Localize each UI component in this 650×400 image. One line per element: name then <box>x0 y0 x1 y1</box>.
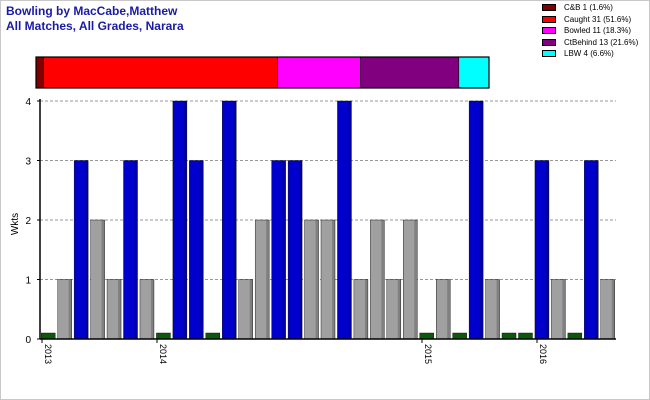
stack-segment-ctbehind <box>360 56 460 89</box>
legend-label-ctbehind: CtBehind 13 (21.6%) <box>564 37 639 47</box>
y-tick-label: 0 <box>25 335 31 346</box>
legend-swatch-bowled <box>542 27 556 34</box>
bar <box>452 332 467 340</box>
bar-shade <box>447 279 451 339</box>
bar-shade <box>364 279 368 339</box>
bar-shade <box>562 279 566 339</box>
legend-label-caught: Caught 31 (51.6%) <box>564 14 632 24</box>
bar <box>501 332 517 340</box>
x-tick-label: 2016 <box>538 344 548 364</box>
bar-shade <box>101 220 105 339</box>
bar <box>41 332 56 340</box>
bar-shade <box>611 279 615 339</box>
bar-shade <box>332 220 335 339</box>
y-tick-label: 2 <box>25 216 31 227</box>
bar-shade <box>348 101 352 339</box>
bar-shade <box>266 220 270 339</box>
bar-shade <box>68 279 72 339</box>
stack-segment-caught <box>43 56 278 89</box>
legend-swatch-lbw <box>542 50 556 57</box>
chart-subtitle: All Matches, All Grades, Narara <box>6 19 184 33</box>
bar <box>518 332 533 340</box>
bar <box>156 332 171 340</box>
legend-label-lbw: LBW 4 (6.6%) <box>564 49 614 58</box>
bar-shade <box>282 160 286 339</box>
stack-segment-lbw <box>458 56 490 89</box>
bar <box>419 332 434 340</box>
legend-swatch-ctbehind <box>542 38 556 46</box>
bar <box>205 332 221 340</box>
bar-shade <box>233 101 237 339</box>
y-tick-label: 4 <box>25 97 31 108</box>
bar-shade <box>249 279 253 339</box>
legend-label-bowled: Bowled 11 (18.3%) <box>564 26 631 35</box>
bar-shade <box>381 220 385 339</box>
legend-swatch-cb <box>542 4 556 11</box>
y-tick-label: 1 <box>25 276 31 287</box>
bar-shade <box>414 220 418 339</box>
stack-segment-bowled <box>277 56 361 89</box>
bar-shade <box>545 160 549 339</box>
chart-title: Bowling by MacCabe,Matthew <box>6 4 178 18</box>
x-tick-label: 2013 <box>43 344 53 364</box>
bar-shade <box>85 160 89 339</box>
stack-bar-outline <box>35 56 490 89</box>
bar-shade <box>299 160 303 339</box>
bar-shade <box>200 160 204 339</box>
bar-shade <box>496 279 500 339</box>
bar-shade <box>397 279 401 339</box>
bar-shade <box>315 220 319 339</box>
y-tick-label: 3 <box>25 157 31 168</box>
bar <box>567 332 583 340</box>
legend-swatch-caught <box>542 15 556 23</box>
bar-shade <box>183 101 187 339</box>
y-axis-label: Wkts <box>10 213 21 235</box>
bar-shade <box>118 279 122 339</box>
x-tick-label: 2015 <box>423 344 433 364</box>
x-tick-label: 2014 <box>158 344 168 364</box>
stack-segment-cb <box>35 56 44 89</box>
bar-shade <box>134 160 138 339</box>
bar-shade <box>150 279 154 339</box>
bar-shade <box>595 160 599 339</box>
legend-label-cb: C&B 1 (1.6%) <box>564 3 613 12</box>
bar-shade <box>480 101 484 339</box>
